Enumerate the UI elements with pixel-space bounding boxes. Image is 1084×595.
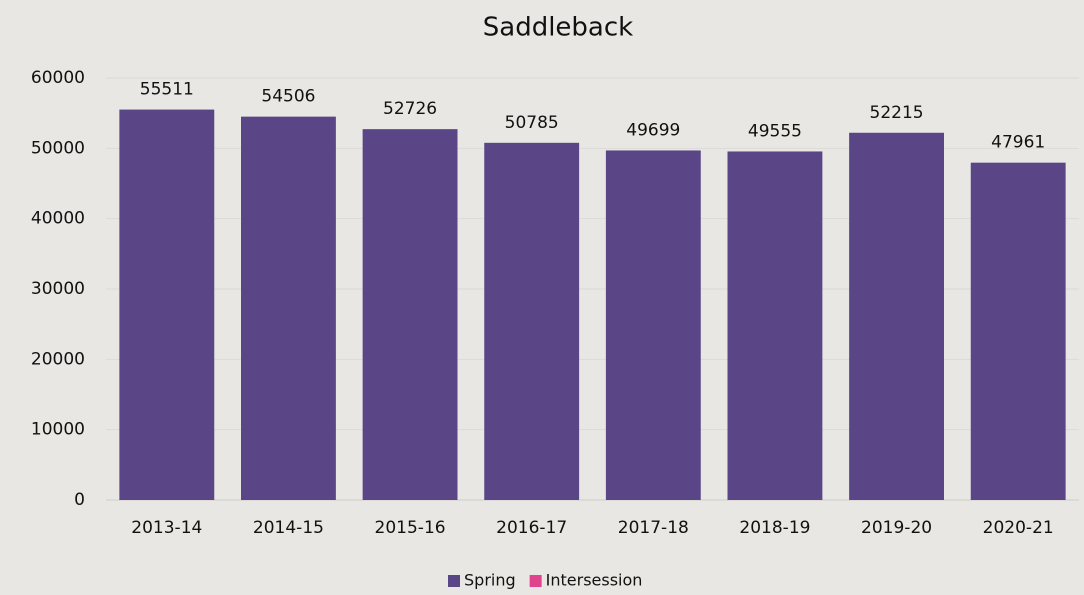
y-tick-label: 50000 [31,138,85,158]
data-label: 52215 [870,103,924,123]
y-tick-label: 60000 [31,68,85,88]
legend-label: Intersession [546,571,643,590]
bar [362,129,458,500]
bar [970,162,1066,500]
x-tick-label: 2015-16 [375,518,446,538]
data-label: 49699 [626,120,680,140]
y-tick-label: 30000 [31,279,85,299]
legend-label: Spring [464,571,516,590]
chart-title: Saddleback [483,13,633,43]
data-label: 54506 [261,87,315,107]
x-tick-label: 2017-18 [618,518,689,538]
x-tick-label: 2020-21 [983,518,1054,538]
bar [484,142,580,500]
x-tick-label: 2016-17 [496,518,567,538]
y-tick-label: 0 [74,490,85,510]
x-tick-label: 2019-20 [861,518,932,538]
x-tick-label: 2018-19 [739,518,810,538]
data-label: 50785 [505,113,559,133]
data-label: 52726 [383,99,437,119]
y-tick-label: 10000 [31,420,85,440]
legend-swatch [448,575,460,587]
y-tick-label: 40000 [31,209,85,229]
y-tick-label: 20000 [31,349,85,369]
bar [241,116,336,500]
data-label: 55511 [140,80,194,100]
x-tick-label: 2013-14 [131,518,202,538]
bar [849,132,944,500]
legend-swatch [529,575,542,587]
data-label: 49555 [748,121,802,141]
bar [727,151,823,500]
x-tick-label: 2014-15 [253,518,324,538]
data-label: 47961 [991,133,1045,153]
bar [119,109,215,500]
bar [605,150,701,500]
